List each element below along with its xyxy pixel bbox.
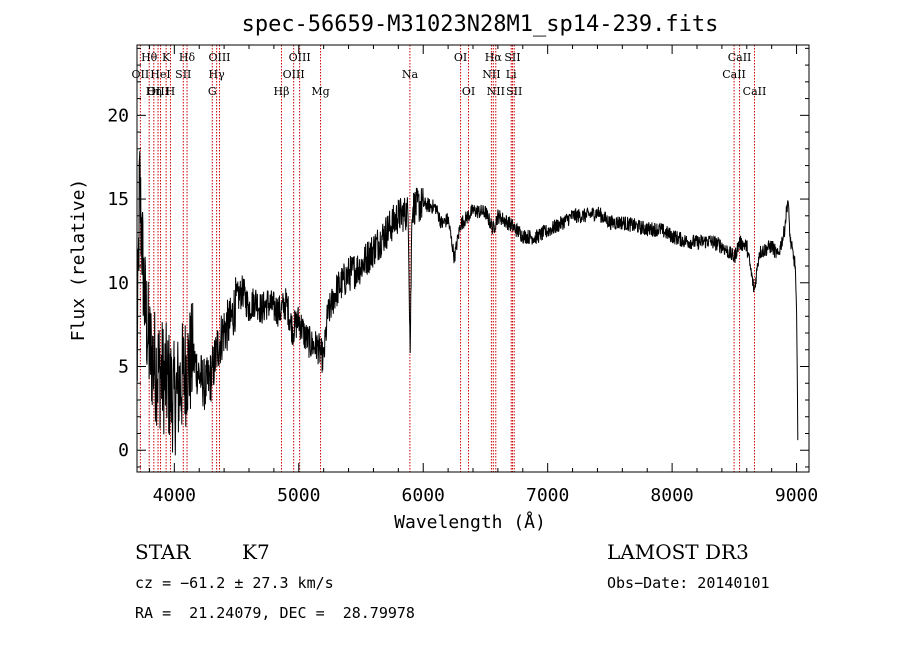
line-label: Hβ [274,85,290,98]
line-label: G [208,85,217,98]
line-label: Li [506,68,517,81]
y-tick-label: 5 [118,357,129,378]
y-tick-label: 20 [107,105,129,126]
y-tick-label: 15 [107,189,129,210]
emission-line-markers [139,45,755,472]
x-tick-label: 4000 [153,485,196,506]
plot-frame [136,44,810,473]
y-axis-label: Flux (relative) [68,179,89,342]
line-label: Hδ [179,51,196,64]
ra-dec-coordinates: RA = 21.24079, DEC = 28.79978 [135,604,415,622]
line-label: OIII [147,85,169,98]
y-axis-ticks: 0 5 10 15 20 [107,47,809,468]
x-tick-label: 9000 [775,485,818,506]
object-subclass: K7 [242,540,270,564]
line-label: OIII [208,51,230,64]
line-label: HeI [150,68,170,81]
line-label: SII [506,85,522,98]
line-label: CaII [743,85,767,98]
y-tick-label: 10 [107,273,129,294]
line-label: Mg [311,85,329,98]
line-label: Na [402,68,419,81]
line-label: Hθ [141,51,158,64]
line-label: Hα [485,51,503,64]
emission-line-labels: Hθ OII OIII K H HeI Hη SII Hδ OIII Hγ G Hβ OIII OIII Mg… [132,51,767,98]
line-label: NII [487,85,505,98]
line-label: OI [462,85,475,98]
line-label: K [162,51,171,64]
redshift-cz: cz = −61.2 ± 27.3 km/s [135,574,334,592]
line-label: OIII [289,51,311,64]
x-tick-label: 5000 [277,485,320,506]
line-label: OII [132,68,150,81]
line-label: CaII [728,51,752,64]
y-tick-label: 0 [118,440,129,461]
x-axis-label: Wavelength (Å) [394,511,546,533]
x-tick-label: 8000 [650,485,693,506]
x-axis-ticks: 4000 5000 6000 7000 8000 9000 [148,45,818,506]
x-tick-label: 6000 [402,485,445,506]
line-label: OI [454,51,467,64]
line-label: CaII [722,68,746,81]
line-label: SII [504,51,520,64]
line-label: Hη [146,85,162,98]
line-label: NII [482,68,500,81]
line-label: SII [175,68,191,81]
survey-name: LAMOST DR3 [607,540,749,564]
object-class: STAR [135,540,191,564]
line-label: H [166,85,176,98]
observation-date: Obs−Date: 20140101 [607,574,770,592]
chart-title: spec-56659-M31023N28M1_sp14-239.fits [242,12,719,37]
spectrum-line [136,151,799,456]
line-label: Hγ [209,68,226,81]
x-tick-label: 7000 [526,485,569,506]
line-label: OIII [283,68,305,81]
